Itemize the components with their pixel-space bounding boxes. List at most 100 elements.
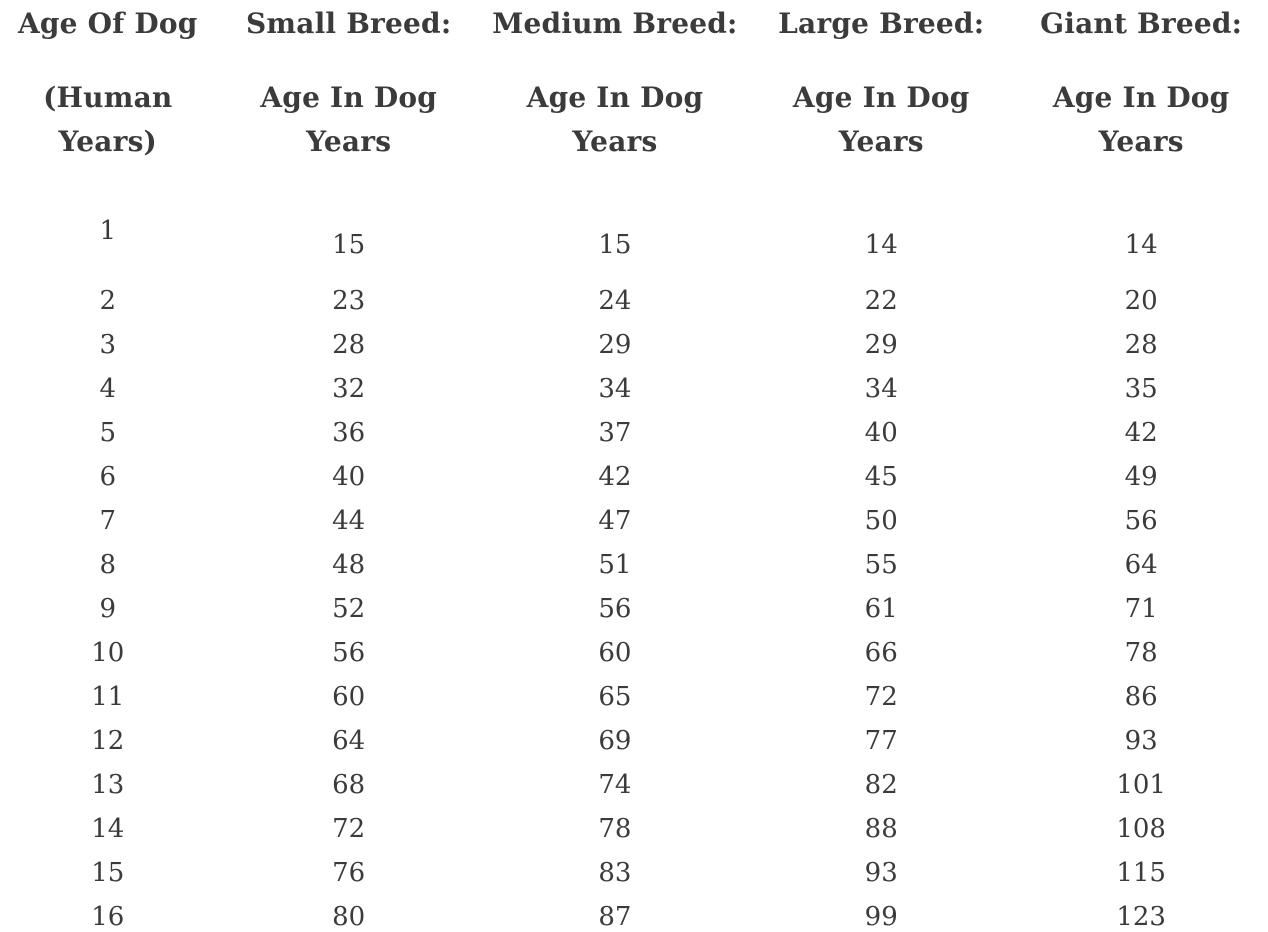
cell-giant-breed: 71 <box>1124 594 1158 624</box>
table-row: 5 36 37 40 42 <box>0 411 1268 455</box>
cell-large-breed: 93 <box>864 858 898 888</box>
column-subtitle: Age In Dog Years <box>482 76 748 164</box>
cell-giant-breed: 49 <box>1124 462 1158 492</box>
cell-medium-breed: 42 <box>598 462 632 492</box>
table-row: 14 72 78 88 108 <box>0 807 1268 851</box>
table-row: 11 60 65 72 86 <box>0 675 1268 719</box>
table-row: 12 64 69 77 93 <box>0 719 1268 763</box>
cell-medium-breed: 56 <box>598 594 632 624</box>
cell-large-breed: 77 <box>864 726 898 756</box>
cell-human-years: 4 <box>99 374 117 404</box>
cell-small-breed: 28 <box>332 330 366 360</box>
table-body: 1 15 15 14 14 2 23 24 22 20 3 28 29 29 2… <box>0 183 1268 932</box>
subtitle-line-2: Years <box>306 125 392 158</box>
cell-medium-breed: 47 <box>598 506 632 536</box>
cell-human-years: 8 <box>99 550 117 580</box>
table-row: 6 40 42 45 49 <box>0 455 1268 499</box>
cell-giant-breed: 78 <box>1124 638 1158 668</box>
cell-medium-breed: 74 <box>598 770 632 800</box>
table-row: 15 76 83 93 115 <box>0 851 1268 895</box>
cell-human-years: 13 <box>91 770 125 800</box>
table-row: 9 52 56 61 71 <box>0 587 1268 631</box>
cell-large-breed: 88 <box>864 814 898 844</box>
cell-human-years: 3 <box>99 330 117 360</box>
cell-large-breed: 14 <box>864 230 898 260</box>
cell-large-breed: 82 <box>864 770 898 800</box>
cell-medium-breed: 78 <box>598 814 632 844</box>
cell-human-years: 2 <box>99 286 117 316</box>
cell-small-breed: 68 <box>332 770 366 800</box>
table-row: 3 28 29 29 28 <box>0 323 1268 367</box>
cell-giant-breed: 64 <box>1124 550 1158 580</box>
cell-small-breed: 56 <box>332 638 366 668</box>
table-row: 16 80 87 99 123 <box>0 895 1268 932</box>
cell-medium-breed: 37 <box>598 418 632 448</box>
column-header-human-years: Age Of Dog (Human Years) <box>0 0 216 183</box>
cell-medium-breed: 24 <box>598 286 632 316</box>
cell-giant-breed: 101 <box>1116 770 1166 800</box>
cell-giant-breed: 108 <box>1116 814 1166 844</box>
cell-medium-breed: 51 <box>598 550 632 580</box>
subtitle-line-2: Years) <box>58 125 158 158</box>
subtitle-line-1: Age In Dog <box>792 81 970 114</box>
column-title: Large Breed: <box>778 7 985 40</box>
cell-large-breed: 61 <box>864 594 898 624</box>
cell-human-years: 10 <box>91 638 125 668</box>
cell-small-breed: 76 <box>332 858 366 888</box>
cell-giant-breed: 14 <box>1124 230 1158 260</box>
cell-small-breed: 36 <box>332 418 366 448</box>
table-row: 7 44 47 50 56 <box>0 499 1268 543</box>
cell-giant-breed: 123 <box>1116 902 1166 932</box>
cell-giant-breed: 28 <box>1124 330 1158 360</box>
column-header-large-breed: Large Breed: Age In Dog Years <box>748 0 1014 183</box>
cell-giant-breed: 20 <box>1124 286 1158 316</box>
table-row: 2 23 24 22 20 <box>0 279 1268 323</box>
cell-medium-breed: 65 <box>598 682 632 712</box>
column-header-medium-breed: Medium Breed: Age In Dog Years <box>482 0 748 183</box>
column-title: Medium Breed: <box>492 7 738 40</box>
cell-human-years: 11 <box>91 682 125 712</box>
table-row: 1 15 15 14 14 <box>0 183 1268 279</box>
cell-large-breed: 66 <box>864 638 898 668</box>
subtitle-line-1: Age In Dog <box>260 81 437 114</box>
column-subtitle: Age In Dog Years <box>748 76 1014 164</box>
subtitle-line-1: Age In Dog <box>526 81 704 114</box>
cell-giant-breed: 115 <box>1116 858 1166 888</box>
subtitle-line-1: (Human <box>43 81 173 114</box>
cell-human-years: 16 <box>91 902 125 932</box>
cell-large-breed: 34 <box>864 374 898 404</box>
subtitle-line-2: Years <box>1098 125 1184 158</box>
cell-large-breed: 22 <box>864 286 898 316</box>
cell-giant-breed: 86 <box>1124 682 1158 712</box>
cell-human-years: 9 <box>99 594 117 624</box>
cell-large-breed: 40 <box>864 418 898 448</box>
cell-human-years: 15 <box>91 858 125 888</box>
cell-human-years: 14 <box>91 814 125 844</box>
cell-medium-breed: 69 <box>598 726 632 756</box>
cell-large-breed: 50 <box>864 506 898 536</box>
column-subtitle: Age In Dog Years <box>1014 76 1268 164</box>
column-header-small-breed: Small Breed: Age In Dog Years <box>216 0 482 183</box>
cell-medium-breed: 34 <box>598 374 632 404</box>
cell-small-breed: 72 <box>332 814 366 844</box>
cell-medium-breed: 29 <box>598 330 632 360</box>
table-row: 10 56 60 66 78 <box>0 631 1268 675</box>
cell-large-breed: 45 <box>864 462 898 492</box>
column-title: Age Of Dog <box>17 7 198 40</box>
cell-human-years: 5 <box>99 418 117 448</box>
cell-small-breed: 23 <box>332 286 366 316</box>
cell-small-breed: 40 <box>332 462 366 492</box>
cell-human-years: 12 <box>91 726 125 756</box>
column-subtitle: Age In Dog Years <box>216 76 482 164</box>
cell-human-years: 6 <box>99 462 117 492</box>
cell-medium-breed: 60 <box>598 638 632 668</box>
subtitle-line-1: Age In Dog <box>1052 81 1230 114</box>
cell-giant-breed: 93 <box>1124 726 1158 756</box>
cell-small-breed: 15 <box>332 230 366 260</box>
cell-human-years: 1 <box>99 216 117 246</box>
cell-small-breed: 80 <box>332 902 366 932</box>
cell-large-breed: 55 <box>864 550 898 580</box>
subtitle-line-2: Years <box>838 125 924 158</box>
